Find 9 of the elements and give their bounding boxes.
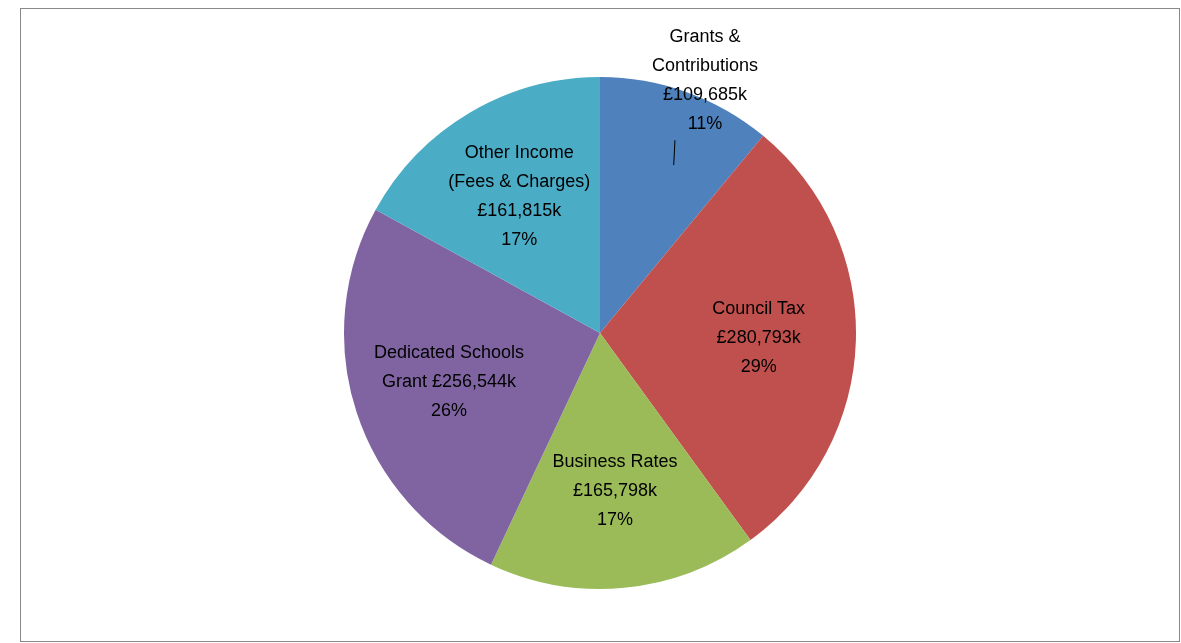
slice-label: Other Income (Fees & Charges) £161,815k <box>448 141 591 220</box>
slice-label: Dedicated Schools Grant £256,544k <box>374 342 525 392</box>
slice-label: Business Rates £165,798k <box>552 450 678 500</box>
data-label: 26% <box>431 400 468 421</box>
data-label: 29% <box>740 355 777 376</box>
data-label: 17% <box>596 508 633 529</box>
data-label: 17% <box>501 228 538 249</box>
data-label: 11% <box>687 113 723 134</box>
slice-label: Council Tax £280,793k <box>712 297 805 347</box>
